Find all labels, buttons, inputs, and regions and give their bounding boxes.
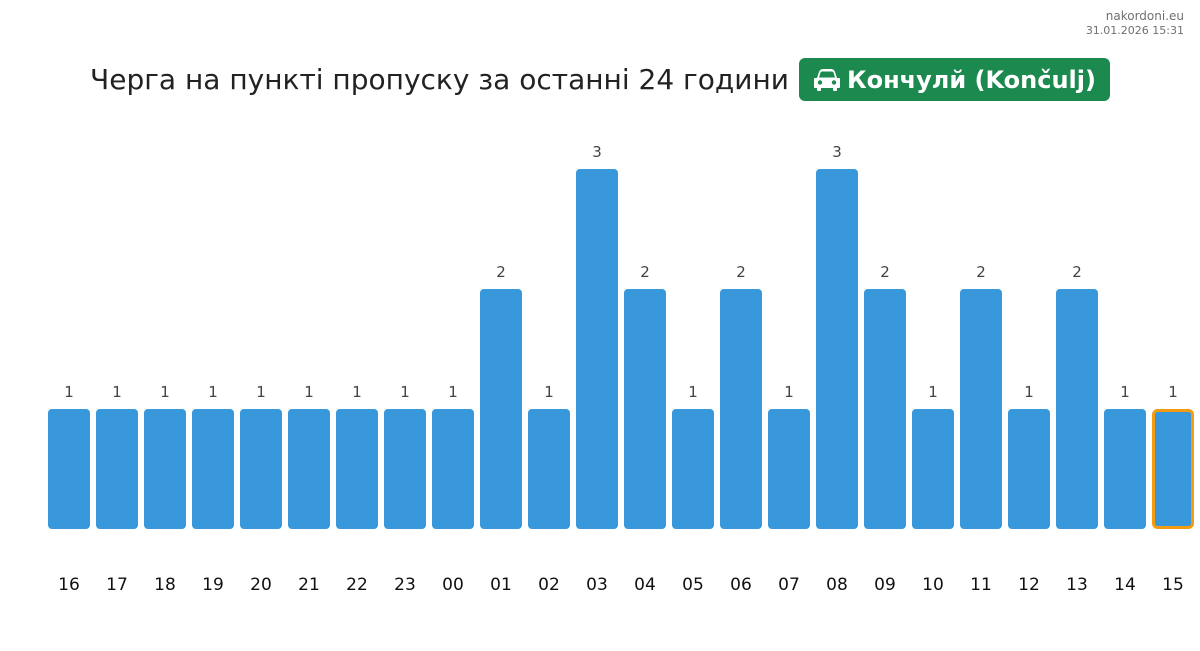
- bar-value-label: 1: [1120, 383, 1130, 401]
- bar: [336, 409, 378, 529]
- x-tick-label: 11: [970, 575, 992, 595]
- bar-value-label: 1: [112, 383, 122, 401]
- bar: [384, 409, 426, 529]
- bar-value-label: 1: [544, 383, 554, 401]
- bar-value-label: 1: [208, 383, 218, 401]
- bar: [768, 409, 810, 529]
- bar: [240, 409, 282, 529]
- x-tick-label: 23: [394, 575, 416, 595]
- x-tick-label: 15: [1162, 575, 1184, 595]
- x-tick-label: 08: [826, 575, 848, 595]
- x-tick-label: 09: [874, 575, 896, 595]
- bar-value-label: 2: [496, 263, 506, 281]
- crossing-badge: Кончулй (Končulj): [798, 58, 1110, 101]
- bar-value-label: 1: [400, 383, 410, 401]
- bar-value-label: 2: [640, 263, 650, 281]
- x-tick-label: 10: [922, 575, 944, 595]
- x-tick-label: 22: [346, 575, 368, 595]
- chart-header: Черга на пункті пропуску за останні 24 г…: [0, 58, 1200, 101]
- x-tick-label: 21: [298, 575, 320, 595]
- bar: [48, 409, 90, 529]
- bar: [816, 169, 858, 529]
- bar-value-label: 1: [160, 383, 170, 401]
- x-tick-label: 13: [1066, 575, 1088, 595]
- bar-value-label: 1: [688, 383, 698, 401]
- bar: [288, 409, 330, 529]
- bar-value-label: 1: [352, 383, 362, 401]
- bar: [672, 409, 714, 529]
- bar-value-label: 1: [1168, 383, 1178, 401]
- chart-title: Черга на пункті пропуску за останні 24 г…: [90, 63, 789, 96]
- x-tick-label: 05: [682, 575, 704, 595]
- bar-value-label: 1: [448, 383, 458, 401]
- bar-value-label: 1: [1024, 383, 1034, 401]
- bar-value-label: 1: [64, 383, 74, 401]
- x-tick-label: 07: [778, 575, 800, 595]
- crossing-name: Кончулй (Končulj): [846, 65, 1096, 94]
- bar-value-label: 2: [880, 263, 890, 281]
- bar-value-label: 1: [304, 383, 314, 401]
- x-tick-label: 00: [442, 575, 464, 595]
- x-tick-label: 04: [634, 575, 656, 595]
- x-tick-label: 14: [1114, 575, 1136, 595]
- x-tick-label: 19: [202, 575, 224, 595]
- bar: [96, 409, 138, 529]
- bar-value-label: 2: [1072, 263, 1082, 281]
- bar: [432, 409, 474, 529]
- bar: [192, 409, 234, 529]
- bar: [576, 169, 618, 529]
- bar: [912, 409, 954, 529]
- bar-value-label: 1: [256, 383, 266, 401]
- bar: [1008, 409, 1050, 529]
- bar: [1104, 409, 1146, 529]
- bar-value-label: 3: [592, 143, 602, 161]
- watermark: nakordoni.eu 31.01.2026 15:31: [1086, 9, 1184, 38]
- bar: [144, 409, 186, 529]
- bar: [528, 409, 570, 529]
- bar: [1056, 289, 1098, 529]
- watermark-timestamp: 31.01.2026 15:31: [1085, 24, 1184, 37]
- x-tick-label: 20: [250, 575, 272, 595]
- bar: [960, 289, 1002, 529]
- car-icon: [813, 68, 840, 91]
- bar-value-label: 1: [784, 383, 794, 401]
- bar: [720, 289, 762, 529]
- x-tick-label: 01: [490, 575, 512, 595]
- bar-value-label: 2: [976, 263, 986, 281]
- bar-value-label: 1: [928, 383, 938, 401]
- x-tick-label: 17: [106, 575, 128, 595]
- x-tick-label: 18: [154, 575, 176, 595]
- bar-current-hour: [1152, 409, 1194, 529]
- bar: [480, 289, 522, 529]
- x-tick-label: 03: [586, 575, 608, 595]
- bar: [624, 289, 666, 529]
- x-tick-label: 16: [58, 575, 80, 595]
- bar-value-label: 3: [832, 143, 842, 161]
- watermark-site: nakordoni.eu: [1105, 9, 1184, 23]
- bar-value-label: 2: [736, 263, 746, 281]
- x-tick-label: 02: [538, 575, 560, 595]
- x-tick-label: 12: [1018, 575, 1040, 595]
- bar: [864, 289, 906, 529]
- x-tick-label: 06: [730, 575, 752, 595]
